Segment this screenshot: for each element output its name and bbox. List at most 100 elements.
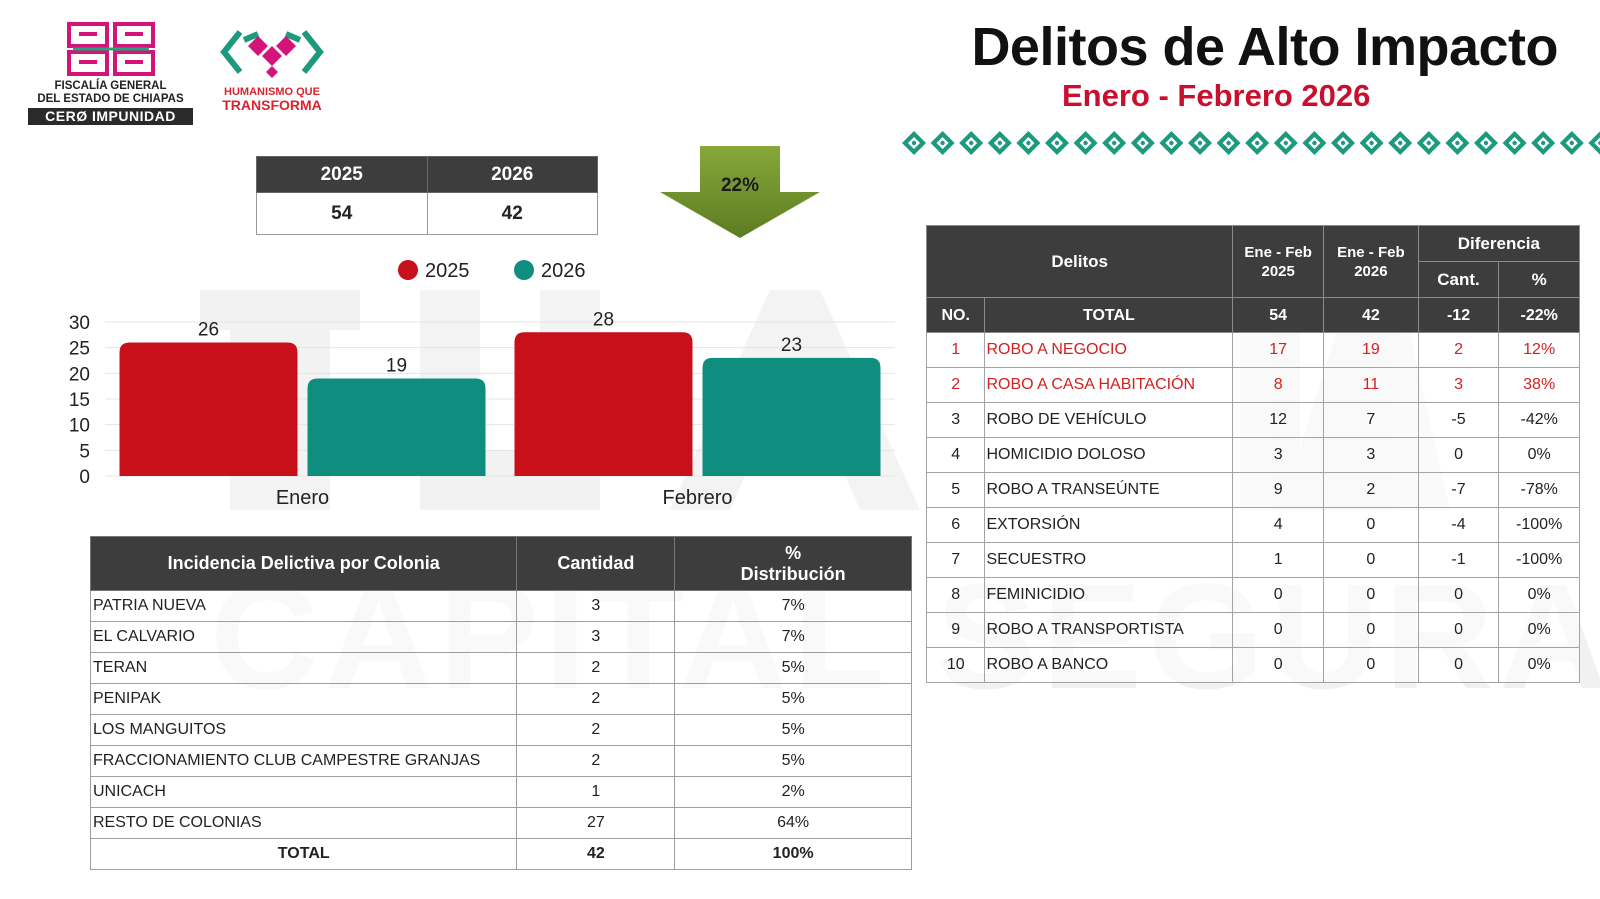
delito-no: 3 bbox=[925, 402, 986, 438]
summary-year-2026: 2026 bbox=[426, 156, 598, 193]
fiscalia-glyph-icon bbox=[66, 22, 155, 76]
diamond-dot-icon bbox=[1083, 140, 1088, 146]
colonia-name: RESTO DE COLONIAS bbox=[89, 807, 518, 839]
delitos-header-2025-a: Ene - Feb bbox=[1244, 243, 1312, 261]
delito-pct: 0% bbox=[1498, 647, 1580, 683]
delito-name: SECUESTRO bbox=[984, 542, 1234, 578]
delito-cant: 3 bbox=[1417, 367, 1500, 403]
delitos-header-2026-a: Ene - Feb bbox=[1337, 243, 1405, 261]
diamond-dot-icon bbox=[1483, 140, 1489, 146]
change-percent: 22% bbox=[720, 175, 760, 196]
colonia-qty: 27 bbox=[516, 807, 676, 839]
table-row: LOS MANGUITOS 2 5% bbox=[89, 714, 912, 746]
delito-pct: -42% bbox=[1498, 402, 1580, 438]
delito-pct: -100% bbox=[1498, 507, 1580, 543]
delitos-header-2026-b: 2026 bbox=[1354, 262, 1388, 280]
delito-2026: 3 bbox=[1323, 437, 1419, 473]
colonia-name: FRACCIONAMIENTO CLUB CAMPESTRE GRANJAS bbox=[89, 745, 518, 777]
colonia-name: PATRIA NUEVA bbox=[89, 590, 518, 622]
colonia-header-pct-symbol: % bbox=[785, 542, 802, 563]
colonia-pct: 64% bbox=[674, 807, 912, 839]
y-tick-label: 25 bbox=[69, 339, 90, 360]
table-row: PENIPAK 2 5% bbox=[89, 683, 912, 715]
humanismo-line1: HUMANISMO QUE bbox=[224, 86, 320, 98]
diamond-dot-icon bbox=[1541, 140, 1546, 146]
fiscalia-slogan: CERØ IMPUNIDAD bbox=[28, 108, 193, 125]
colonia-pct: 5% bbox=[674, 683, 912, 715]
delito-2025: 17 bbox=[1232, 332, 1325, 368]
delitos-total-2025: 54 bbox=[1232, 297, 1325, 333]
decorative-diamond-band bbox=[902, 131, 1600, 155]
table-row: 1 ROBO A NEGOCIO 17 19 2 12% bbox=[925, 332, 1580, 368]
delito-cant: 0 bbox=[1417, 647, 1500, 683]
delito-no: 5 bbox=[925, 472, 986, 508]
humanismo-logo: HUMANISMO QUE TRANSFORMA bbox=[212, 26, 332, 126]
delitos-header-pct: % bbox=[1498, 261, 1580, 298]
diamond-dot-icon bbox=[1169, 140, 1174, 146]
delito-pct: 0% bbox=[1498, 437, 1580, 473]
bar bbox=[119, 342, 298, 476]
diamond-dot-icon bbox=[911, 140, 917, 146]
delitos-total-cant: -12 bbox=[1417, 297, 1500, 333]
delito-no: 9 bbox=[925, 612, 986, 648]
delito-name: ROBO DE VEHÍCULO bbox=[984, 402, 1234, 438]
table-row: 10 ROBO A BANCO 0 0 0 0% bbox=[925, 647, 1580, 683]
delitos-header-diferencia: Diferencia bbox=[1417, 225, 1581, 262]
delito-2026: 11 bbox=[1323, 367, 1419, 403]
diamond-dot-icon bbox=[1026, 140, 1031, 146]
diamond-dot-icon bbox=[997, 140, 1002, 146]
diamond-dot-icon bbox=[940, 140, 945, 146]
diamond-dot-icon bbox=[1197, 140, 1203, 146]
diamond-dot-icon bbox=[1569, 140, 1574, 146]
page-subtitle: Enero - Febrero 2026 bbox=[1062, 78, 1371, 113]
y-tick-label: 10 bbox=[69, 416, 90, 437]
legend-marker bbox=[398, 260, 418, 280]
diamond-dot-icon bbox=[1054, 140, 1060, 146]
delito-2026: 0 bbox=[1323, 577, 1419, 613]
bar bbox=[702, 357, 881, 476]
table-row: PATRIA NUEVA 3 7% bbox=[89, 590, 912, 622]
humanismo-line2: TRANSFORMA bbox=[222, 97, 322, 113]
delitos-header-2025: Ene - Feb 2025 bbox=[1232, 225, 1325, 298]
delito-2025: 1 bbox=[1232, 542, 1325, 578]
colonia-total-label: TOTAL bbox=[89, 838, 518, 870]
table-row: 3 ROBO DE VEHÍCULO 12 7 -5 -42% bbox=[925, 402, 1580, 438]
delitos-table: Delitos Ene - Feb 2025 Ene - Feb 2026 Di… bbox=[925, 225, 1581, 683]
colonia-name: EL CALVARIO bbox=[89, 621, 518, 653]
delito-2026: 0 bbox=[1323, 647, 1419, 683]
colonia-total-row: TOTAL 42 100% bbox=[89, 838, 912, 870]
colonia-name: PENIPAK bbox=[89, 683, 518, 715]
diamond-dot-icon bbox=[1369, 140, 1374, 146]
fiscalia-line1: FISCALÍA GENERAL bbox=[54, 80, 167, 92]
table-row: EL CALVARIO 3 7% bbox=[89, 621, 912, 653]
delito-2025: 0 bbox=[1232, 647, 1325, 683]
delito-pct: -100% bbox=[1498, 542, 1580, 578]
delitos-header-no: NO. bbox=[925, 297, 986, 333]
delito-no: 2 bbox=[925, 367, 986, 403]
colonia-name: TERAN bbox=[89, 652, 518, 684]
summary-value-2026: 42 bbox=[426, 192, 598, 235]
colonia-header-pct: % Distribución bbox=[674, 536, 912, 591]
delito-2026: 7 bbox=[1323, 402, 1419, 438]
summary-table: 2025 2026 54 42 bbox=[256, 156, 598, 235]
bar bbox=[514, 332, 693, 476]
delito-no: 7 bbox=[925, 542, 986, 578]
delito-pct: 0% bbox=[1498, 612, 1580, 648]
colonia-qty: 2 bbox=[516, 714, 676, 746]
diamond-dot-icon bbox=[1140, 140, 1145, 146]
legend-marker bbox=[514, 260, 534, 280]
delito-2026: 0 bbox=[1323, 542, 1419, 578]
diamond-dot-icon bbox=[1226, 140, 1231, 146]
y-tick-label: 0 bbox=[79, 467, 90, 488]
colonia-pct: 5% bbox=[674, 745, 912, 777]
y-tick-label: 30 bbox=[69, 313, 90, 334]
delitos-total-pct: -22% bbox=[1498, 297, 1580, 333]
diamond-dot-icon bbox=[1512, 140, 1517, 146]
delito-2025: 12 bbox=[1232, 402, 1325, 438]
delito-2026: 0 bbox=[1323, 612, 1419, 648]
delito-2026: 19 bbox=[1323, 332, 1419, 368]
delito-cant: -4 bbox=[1417, 507, 1500, 543]
colonia-qty: 2 bbox=[516, 652, 676, 684]
diamond-dot-icon bbox=[1340, 140, 1346, 146]
diamond-dot-icon bbox=[1398, 140, 1403, 146]
